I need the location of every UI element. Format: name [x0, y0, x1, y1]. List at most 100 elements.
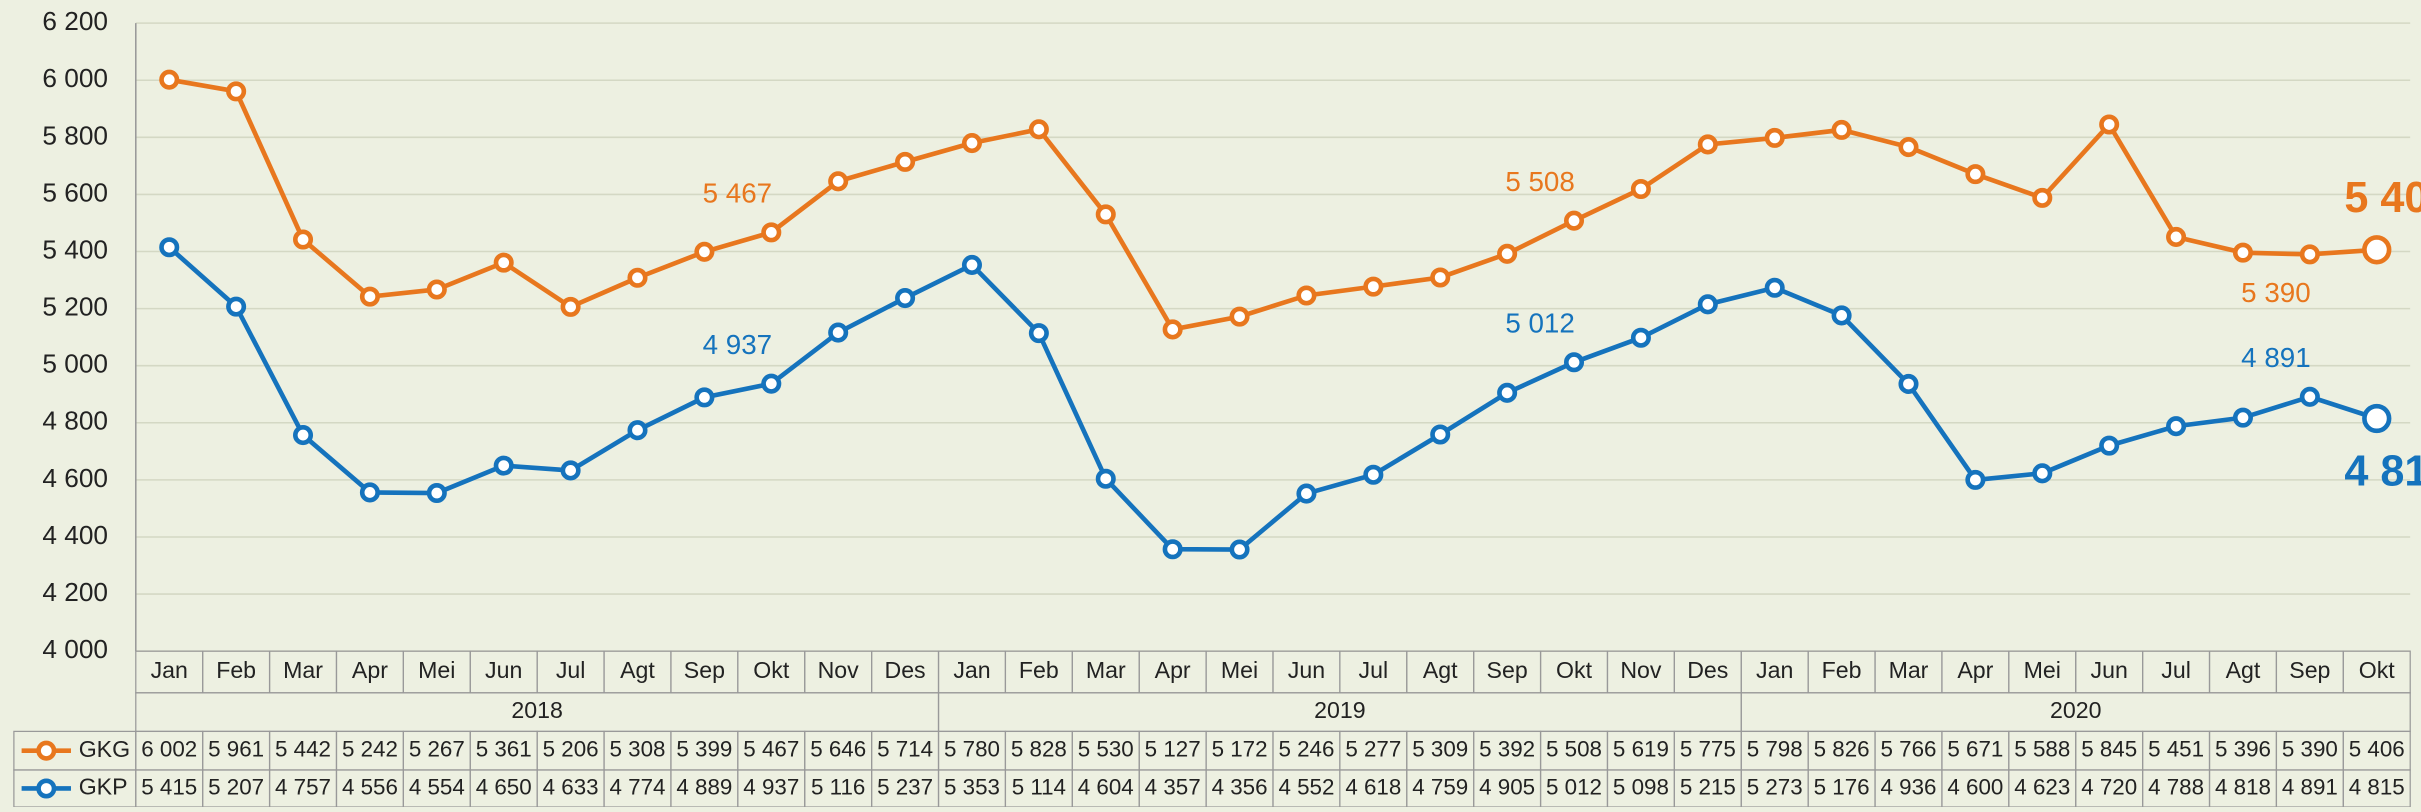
- point: [292, 425, 314, 446]
- x-tick-label: Mar: [1889, 657, 1929, 683]
- table-value: 4 650: [476, 774, 532, 799]
- point: [2032, 187, 2053, 208]
- y-tick-label: 5 400: [42, 234, 108, 264]
- point: [1363, 276, 1384, 297]
- table-value: 4 604: [1078, 774, 1134, 799]
- point: [493, 455, 514, 476]
- table-value: 5 267: [409, 737, 465, 762]
- table-value: 5 242: [342, 737, 398, 762]
- table-value: 5 396: [2215, 737, 2271, 762]
- point: [1430, 424, 1451, 445]
- table-value: 4 357: [1145, 774, 1201, 799]
- table-value: 5 277: [1345, 737, 1401, 762]
- point: [895, 288, 916, 309]
- point: [226, 296, 247, 317]
- table-value: 5 309: [1412, 737, 1468, 762]
- table-value: 4 788: [2148, 774, 2204, 799]
- table-value: 5 508: [1546, 737, 1602, 762]
- point: [1296, 285, 1317, 306]
- table-value: 5 207: [208, 774, 264, 799]
- point: [1095, 468, 1116, 489]
- table-value: 4 618: [1345, 774, 1401, 799]
- table-value: 5 671: [1947, 737, 2003, 762]
- point: [2166, 416, 2187, 437]
- point: [961, 254, 982, 275]
- table-value: 5 442: [275, 737, 331, 762]
- point: [1563, 210, 1585, 231]
- point: [1764, 127, 1785, 148]
- point: [493, 252, 514, 273]
- table-value: 5 237: [877, 774, 933, 799]
- x-tick-label: Feb: [1019, 657, 1059, 683]
- y-tick-label: 5 800: [42, 120, 108, 150]
- point: [2166, 226, 2187, 247]
- x-tick-label: Des: [1687, 657, 1728, 683]
- point: [159, 69, 180, 90]
- x-tick-label: Jan: [953, 657, 990, 683]
- point: [1898, 137, 1919, 158]
- table-value: 5 588: [2014, 737, 2070, 762]
- table-value: 4 600: [1947, 774, 2003, 799]
- x-tick-label: Mei: [2024, 657, 2061, 683]
- table-value: 5 828: [1011, 737, 1067, 762]
- y-tick-label: 5 600: [42, 177, 108, 207]
- table-value: 5 467: [743, 737, 799, 762]
- table-value: 4 623: [2014, 774, 2070, 799]
- table-value: 5 390: [2282, 737, 2338, 762]
- table-value: 4 936: [1881, 774, 1937, 799]
- point: [2099, 114, 2120, 135]
- background: [6, 0, 2415, 807]
- table-value: 4 818: [2215, 774, 2271, 799]
- point: [2099, 435, 2120, 456]
- year-label: 2020: [2050, 697, 2101, 723]
- table-value: 5 826: [1814, 737, 1870, 762]
- point: [1697, 134, 1718, 155]
- table-value: 5 114: [1012, 774, 1066, 799]
- table-value: 5 766: [1881, 737, 1937, 762]
- table-value: 5 961: [208, 737, 264, 762]
- data-label: 5 406: [2344, 174, 2421, 222]
- table-value: 4 891: [2282, 774, 2338, 799]
- table-value: 5 116: [811, 774, 865, 799]
- point: [627, 267, 648, 288]
- table-value: 4 889: [676, 774, 732, 799]
- x-tick-label: Jun: [485, 657, 522, 683]
- y-tick-label: 6 000: [42, 63, 108, 93]
- table-value: 5 415: [141, 774, 197, 799]
- point: [1697, 294, 1718, 315]
- table-value: 5 798: [1747, 737, 1803, 762]
- x-tick-label: Okt: [753, 657, 790, 683]
- table-value: 5 308: [610, 737, 666, 762]
- table-value: 4 937: [743, 774, 799, 799]
- table-value: 5 646: [810, 737, 866, 762]
- table-value: 5 176: [1814, 774, 1870, 799]
- point: [359, 482, 380, 503]
- point: [627, 420, 648, 441]
- point: [1229, 306, 1250, 327]
- series-line: [167, 245, 2378, 552]
- x-tick-label: Nov: [1620, 657, 1662, 683]
- year-label: 2018: [511, 697, 562, 723]
- table-value: 5 098: [1613, 774, 1669, 799]
- point: [1563, 352, 1585, 373]
- point: [1965, 164, 1986, 185]
- point: [1630, 327, 1651, 348]
- point: [226, 81, 247, 102]
- data-label: 4 891: [2241, 342, 2310, 373]
- x-tick-label: Agt: [2226, 657, 2261, 683]
- table-value: 5 012: [1546, 774, 1602, 799]
- table-value: 5 215: [1680, 774, 1736, 799]
- y-tick-label: 4 000: [42, 634, 108, 664]
- x-tick-label: Mar: [1086, 657, 1126, 683]
- table-value: 5 127: [1145, 737, 1201, 762]
- point: [359, 286, 380, 307]
- y-tick-label: 6 200: [42, 6, 108, 36]
- point: [694, 241, 715, 262]
- point: [761, 222, 782, 243]
- x-tick-label: Sep: [684, 657, 725, 683]
- x-tick-label: Jan: [1756, 657, 1793, 683]
- table-value: 4 720: [2081, 774, 2137, 799]
- x-tick-label: Jun: [1288, 657, 1325, 683]
- table-value: 5 392: [1479, 737, 1535, 762]
